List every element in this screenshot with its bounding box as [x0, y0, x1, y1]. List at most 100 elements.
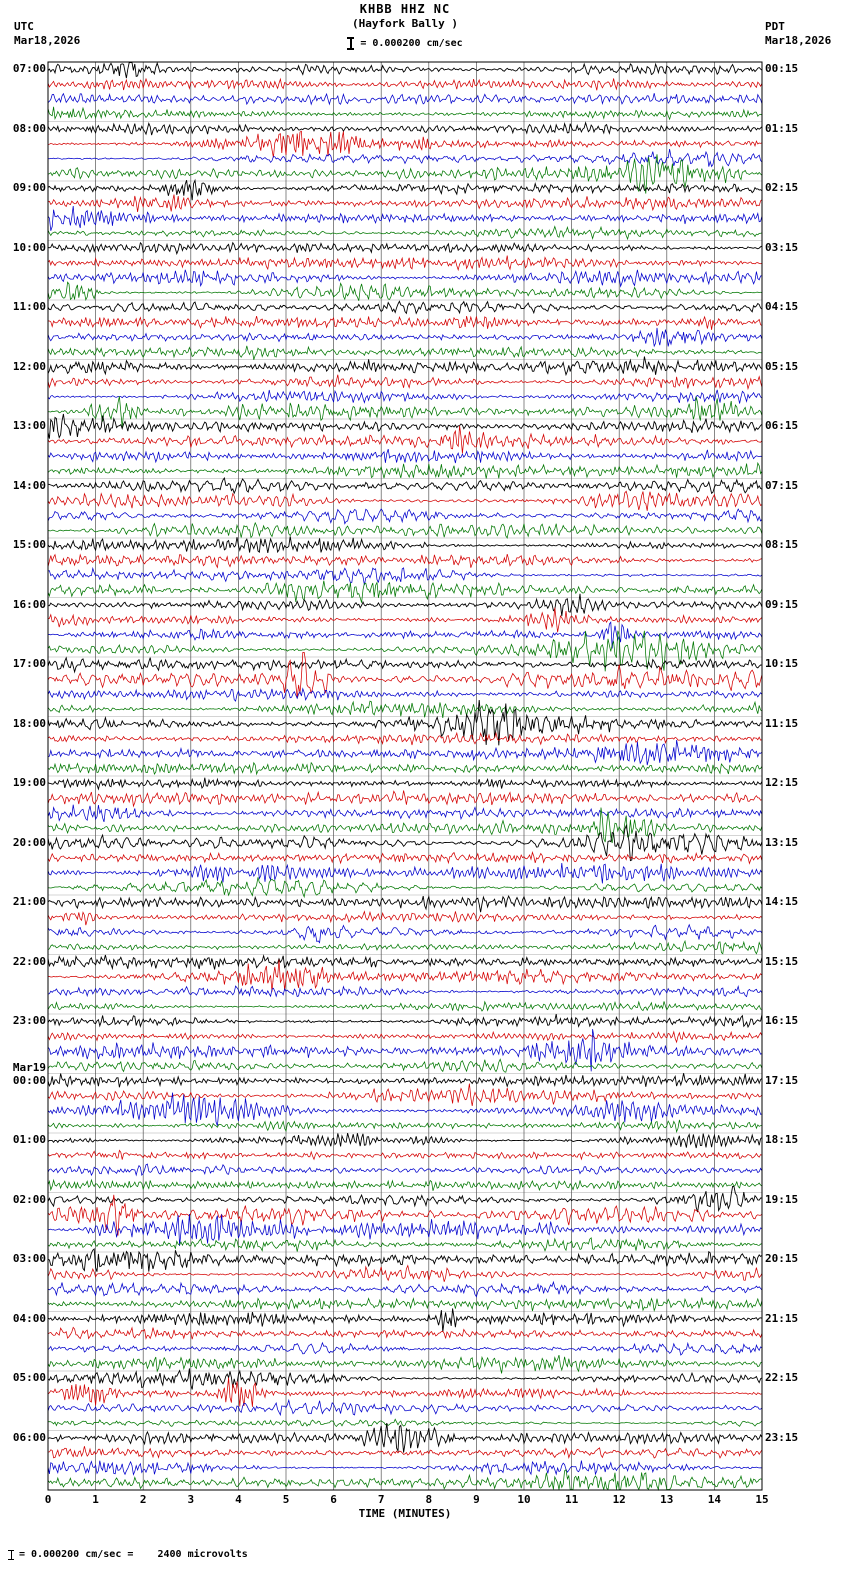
seismogram-trace	[47, 862, 763, 884]
utc-time-label: 19:00	[2, 776, 46, 789]
x-tick-label: 9	[473, 1493, 480, 1506]
utc-time-label: 06:00	[2, 1431, 46, 1444]
seismogram-trace	[47, 281, 763, 301]
pdt-time-label: 22:15	[765, 1371, 799, 1385]
seismogram-trace	[47, 1248, 763, 1272]
seismogram-trace	[47, 300, 763, 315]
seismogram-trace	[47, 877, 763, 899]
x-tick-label: 14	[707, 1493, 722, 1506]
seismogram-trace	[47, 1237, 763, 1252]
utc-time-label-text: 16:00	[12, 597, 46, 611]
seismogram-trace	[47, 687, 763, 702]
seismogram-trace	[47, 740, 763, 766]
pdt-time-label: 19:15	[765, 1192, 799, 1206]
pdt-time-label: 05:15	[765, 359, 799, 373]
seismogram-trace	[47, 448, 763, 464]
x-tick-label: 5	[282, 1493, 290, 1506]
seismogram-trace	[47, 477, 763, 495]
seismogram-trace	[47, 939, 763, 955]
x-tick-label: 13	[660, 1493, 674, 1506]
utc-time-label-text: 03:00	[12, 1252, 46, 1266]
x-axis-title: TIME (MINUTES)	[358, 1507, 452, 1520]
seismogram-trace	[47, 1354, 763, 1374]
seismogram-trace	[47, 1178, 763, 1192]
seismogram-trace	[47, 1469, 763, 1491]
seismogram-trace	[47, 959, 763, 992]
seismogram-trace	[47, 790, 763, 808]
seismogram-trace	[48, 593, 763, 617]
seismogram-trace	[47, 178, 763, 201]
utc-time-label: 14:00	[2, 479, 46, 492]
utc-time-label-text: 22:00	[12, 954, 46, 968]
seismogram-trace	[47, 1073, 763, 1088]
seismogram-trace	[47, 154, 763, 194]
pdt-time-label: 13:15	[765, 835, 799, 849]
seismogram-trace	[47, 1163, 763, 1177]
seismogram-trace	[47, 656, 763, 674]
seismogram-trace	[47, 804, 763, 823]
utc-time-label-text: 12:00	[12, 359, 46, 373]
seismogram-trace	[47, 345, 762, 360]
pdt-time-label: 00:15	[765, 62, 799, 76]
seismogram-trace	[47, 413, 763, 439]
seismogram-trace	[47, 1280, 763, 1298]
seismogram-trace	[47, 984, 763, 998]
seismogram-trace	[47, 553, 763, 569]
seismogram-trace	[47, 894, 763, 913]
scale-label: = 0.000200 cm/sec	[360, 38, 463, 49]
utc-time-label-text: 08:00	[12, 121, 46, 135]
utc-time-label: 07:00	[2, 62, 46, 75]
seismogram-trace	[47, 1092, 763, 1126]
scale-legend: = 0.000200 cm/sec	[0, 37, 810, 50]
utc-time-label-text: 18:00	[12, 716, 46, 730]
x-tick-label: 10	[517, 1493, 531, 1506]
utc-time-label: 12:00	[2, 360, 46, 373]
seismogram-trace	[47, 241, 763, 256]
seismogram-trace	[47, 807, 763, 844]
x-tick-label: 1	[92, 1493, 99, 1506]
utc-time-label: 21:00	[2, 895, 46, 908]
plot-border	[47, 61, 763, 1491]
seismogram-trace	[47, 106, 763, 121]
seismogram-trace	[47, 1194, 763, 1236]
station-title: KHBB HHZ NC	[359, 2, 451, 16]
seismogram-trace	[47, 1341, 763, 1356]
seismogram-trace	[47, 910, 763, 926]
seismogram-trace	[48, 149, 763, 168]
x-tick-label: 2	[139, 1493, 147, 1506]
pdt-time-label: 06:15	[765, 419, 799, 433]
seismogram-trace	[47, 205, 763, 231]
seismogram-trace	[47, 61, 763, 79]
seismogram-trace	[47, 580, 763, 603]
pdt-time-label: 16:15	[765, 1014, 799, 1028]
utc-time-label-text: 13:00	[12, 419, 46, 433]
seismogram-trace	[47, 425, 763, 454]
seismogram-trace	[47, 1377, 763, 1407]
seismogram-trace	[47, 652, 763, 699]
seismogram-trace	[47, 1029, 763, 1072]
pdt-time-label: 17:15	[765, 1073, 799, 1087]
pdt-time-label: 07:15	[765, 478, 799, 492]
pdt-date: Mar18,2026	[765, 34, 832, 47]
utc-time-label: 09:00	[2, 181, 46, 194]
pdt-time-label: 21:15	[765, 1311, 799, 1325]
utc-time-label-text: 15:00	[12, 538, 46, 552]
utc-time-label: 15:00	[2, 538, 46, 551]
pdt-time-label: 03:15	[765, 240, 799, 254]
utc-time-label: 04:00	[2, 1312, 46, 1325]
seismogram-trace	[47, 315, 763, 330]
seismogram-trace	[47, 508, 763, 525]
seismogram-trace	[47, 77, 763, 91]
pdt-time-label: 04:15	[765, 300, 799, 314]
seismogram-trace	[47, 225, 763, 241]
seismogram-trace	[47, 1460, 763, 1476]
pdt-time-label: 09:15	[765, 597, 799, 611]
seismogram-trace	[47, 1264, 763, 1282]
seismogram-trace	[47, 269, 763, 288]
utc-time-label: 11:00	[2, 300, 46, 313]
seismogram-trace	[47, 521, 763, 539]
footer-scale-note: = 0.000200 cm/sec = 2400 microvolts	[19, 1549, 248, 1560]
seismogram-trace	[47, 731, 763, 746]
x-tick-label: 4	[235, 1493, 242, 1506]
seismogram-trace	[47, 1132, 763, 1149]
